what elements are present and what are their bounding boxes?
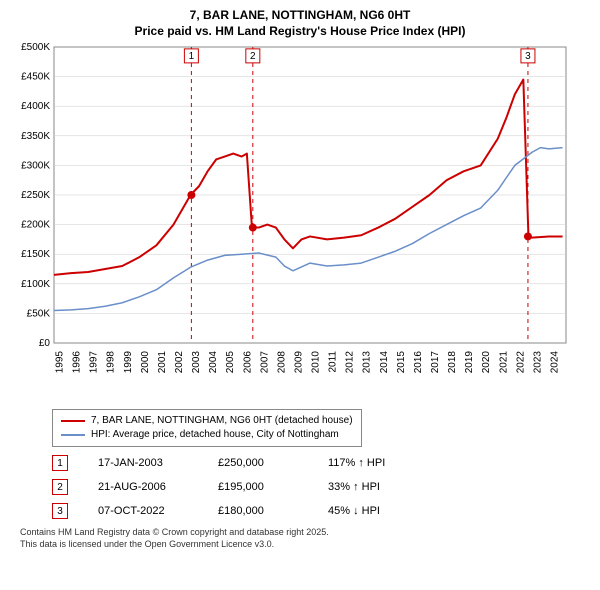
event-date-3: 07-OCT-2022 (98, 505, 188, 517)
svg-text:2004: 2004 (208, 351, 219, 374)
svg-text:£250K: £250K (21, 190, 50, 201)
svg-text:1997: 1997 (89, 351, 100, 374)
event-row-3: 3 07-OCT-2022 £180,000 45% ↓ HPI (52, 503, 588, 519)
footer-line-1: Contains HM Land Registry data © Crown c… (20, 527, 588, 539)
svg-text:2018: 2018 (447, 351, 458, 374)
footer-line-2: This data is licensed under the Open Gov… (20, 539, 588, 551)
svg-text:2011: 2011 (328, 351, 339, 373)
svg-text:2010: 2010 (311, 351, 322, 374)
title-line-1: 7, BAR LANE, NOTTINGHAM, NG6 0HT (12, 8, 588, 24)
chart-title: 7, BAR LANE, NOTTINGHAM, NG6 0HT Price p… (12, 8, 588, 39)
svg-text:2023: 2023 (532, 351, 543, 374)
event-hpi-3: 45% ↓ HPI (328, 505, 418, 517)
legend-label-1: 7, BAR LANE, NOTTINGHAM, NG6 0HT (detach… (91, 414, 353, 428)
svg-text:1998: 1998 (106, 351, 117, 374)
legend-item-2: HPI: Average price, detached house, City… (61, 428, 353, 442)
svg-text:2020: 2020 (481, 351, 492, 374)
svg-text:2003: 2003 (191, 351, 202, 374)
event-price-2: £195,000 (218, 481, 298, 493)
svg-text:£50K: £50K (27, 309, 51, 320)
svg-text:2008: 2008 (276, 351, 287, 374)
svg-text:1996: 1996 (72, 351, 83, 374)
event-marker-2: 2 (52, 479, 68, 495)
svg-text:2007: 2007 (259, 351, 270, 374)
svg-text:2019: 2019 (464, 351, 475, 374)
svg-text:£0: £0 (39, 338, 51, 349)
svg-text:1995: 1995 (55, 351, 66, 374)
svg-text:2009: 2009 (293, 351, 304, 374)
svg-text:2016: 2016 (413, 351, 424, 374)
svg-text:£500K: £500K (21, 43, 50, 53)
svg-text:£450K: £450K (21, 72, 50, 83)
event-table: 1 17-JAN-2003 £250,000 117% ↑ HPI 2 21-A… (52, 455, 588, 519)
svg-text:2015: 2015 (396, 351, 407, 374)
svg-text:3: 3 (525, 51, 531, 62)
legend-swatch-2 (61, 434, 85, 436)
svg-text:2014: 2014 (379, 351, 390, 374)
svg-text:2005: 2005 (225, 351, 236, 374)
svg-text:2006: 2006 (242, 351, 253, 374)
svg-text:1999: 1999 (123, 351, 134, 374)
svg-text:2: 2 (250, 51, 256, 62)
svg-text:2013: 2013 (362, 351, 373, 374)
svg-text:£150K: £150K (21, 249, 50, 260)
svg-text:£350K: £350K (21, 131, 50, 142)
legend-item-1: 7, BAR LANE, NOTTINGHAM, NG6 0HT (detach… (61, 414, 353, 428)
svg-text:2021: 2021 (498, 351, 509, 374)
svg-text:2012: 2012 (345, 351, 356, 374)
svg-text:2002: 2002 (174, 351, 185, 374)
svg-text:1: 1 (189, 51, 195, 62)
event-price-3: £180,000 (218, 505, 298, 517)
title-line-2: Price paid vs. HM Land Registry's House … (12, 24, 588, 40)
event-price-1: £250,000 (218, 457, 298, 469)
svg-text:£100K: £100K (21, 279, 50, 290)
svg-text:2024: 2024 (549, 351, 560, 374)
chart-plot-area: £0 £50K £100K £150K £200K £250K £300K £350K £400… (12, 43, 588, 403)
event-hpi-2: 33% ↑ HPI (328, 481, 418, 493)
event-marker-3: 3 (52, 503, 68, 519)
chart-svg: £0 £50K £100K £150K £200K £250K £300K £350K £400… (12, 43, 572, 383)
event-marker-1: 1 (52, 455, 68, 471)
svg-text:2001: 2001 (157, 351, 168, 374)
svg-text:£400K: £400K (21, 101, 50, 112)
svg-text:2000: 2000 (140, 351, 151, 374)
legend-swatch-1 (61, 420, 85, 422)
legend-label-2: HPI: Average price, detached house, City… (91, 428, 339, 442)
event-date-2: 21-AUG-2006 (98, 481, 188, 493)
footer-attribution: Contains HM Land Registry data © Crown c… (20, 527, 588, 550)
event-hpi-1: 117% ↑ HPI (328, 457, 418, 469)
chart-container: 7, BAR LANE, NOTTINGHAM, NG6 0HT Price p… (0, 0, 600, 590)
event-row-2: 2 21-AUG-2006 £195,000 33% ↑ HPI (52, 479, 588, 495)
event-date-1: 17-JAN-2003 (98, 457, 188, 469)
svg-text:2017: 2017 (430, 351, 441, 374)
event-row-1: 1 17-JAN-2003 £250,000 117% ↑ HPI (52, 455, 588, 471)
svg-text:£200K: £200K (21, 220, 50, 231)
svg-text:£300K: £300K (21, 161, 50, 172)
legend-box: 7, BAR LANE, NOTTINGHAM, NG6 0HT (detach… (52, 409, 362, 447)
svg-text:2022: 2022 (515, 351, 526, 374)
